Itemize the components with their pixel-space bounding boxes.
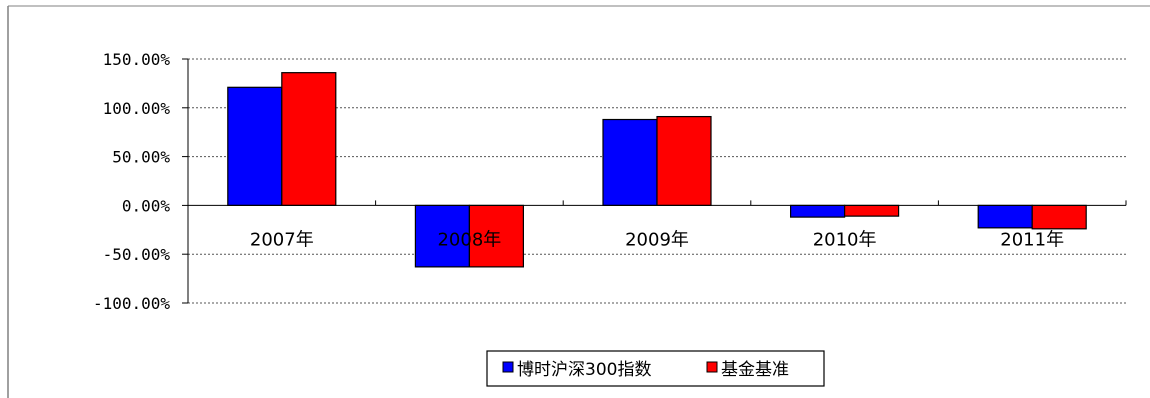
y-tick-label: 0.00% — [122, 196, 171, 215]
x-category-label: 2010年 — [813, 229, 877, 250]
bar-index-4 — [789, 204, 846, 218]
legend-label-benchmark: 基金基准 — [721, 360, 789, 380]
legend-swatch-benchmark — [706, 361, 718, 373]
x-category-label: 2009年 — [625, 229, 689, 250]
y-tick-label: -100.00% — [93, 294, 170, 313]
bar-index-5 — [977, 204, 1033, 229]
y-tick-label: 100.00% — [103, 99, 171, 118]
bar-benchmark-5 — [1031, 204, 1087, 230]
bar-index-1 — [227, 86, 283, 207]
bar-benchmark-3 — [656, 115, 712, 207]
legend-label-index: 博时沪深300指数 — [517, 360, 651, 380]
bar-index-3 — [602, 118, 658, 207]
bar-benchmark-1 — [281, 72, 337, 206]
bar-index-2 — [414, 204, 470, 268]
bar-benchmark-2 — [468, 204, 524, 268]
x-category-label: 2007年 — [250, 229, 314, 250]
y-tick-label: -50.00% — [103, 245, 171, 264]
x-category-label: 2008年 — [437, 229, 501, 250]
legend-box — [486, 350, 825, 387]
y-tick-label: 150.00% — [103, 50, 171, 69]
bar-benchmark-4 — [843, 204, 900, 217]
x-category-label: 2011年 — [1000, 229, 1064, 250]
legend-swatch-index — [502, 361, 514, 373]
y-tick-label: 50.00% — [112, 148, 170, 167]
